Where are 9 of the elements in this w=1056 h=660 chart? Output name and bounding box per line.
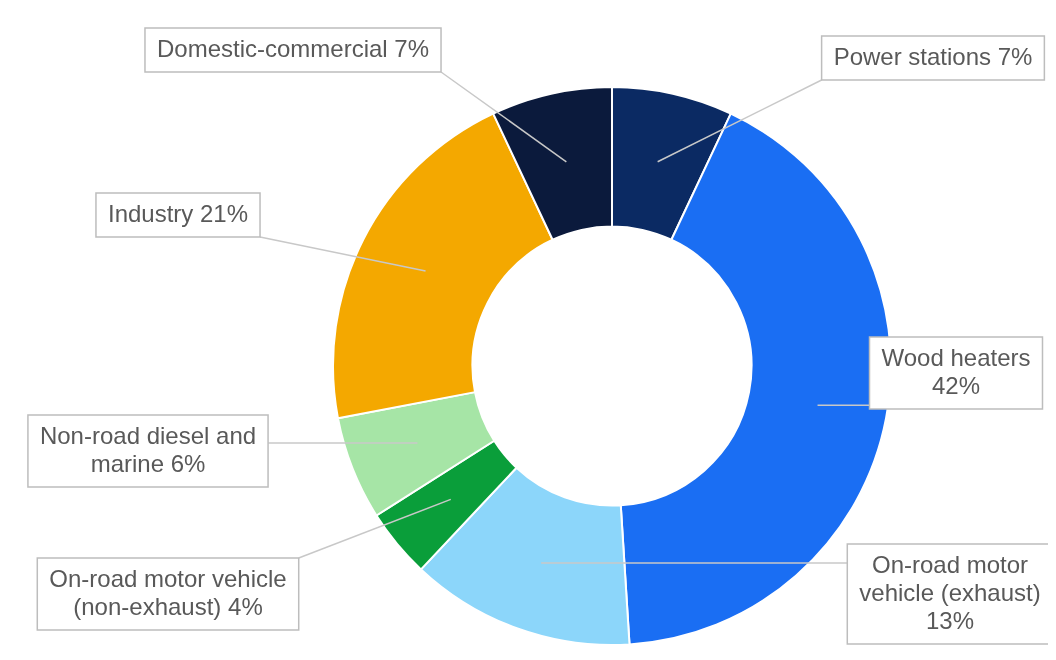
- slice-label: Industry 21%: [107, 199, 249, 227]
- slice-label: On-road motor vehicle (non-exhaust) 4%: [49, 564, 287, 620]
- data-label: 13%: [925, 606, 975, 634]
- slice-label: Power stations 7%: [833, 42, 1033, 70]
- slice-label: Domestic-commercial 7%: [156, 34, 430, 62]
- slice-label: Non-road diesel and marine 6%: [39, 421, 257, 477]
- data-label: 42%: [931, 371, 981, 399]
- slice-label: On-road motor vehicle (exhaust): [859, 550, 1041, 606]
- slice-label: Wood heaters: [881, 343, 1031, 371]
